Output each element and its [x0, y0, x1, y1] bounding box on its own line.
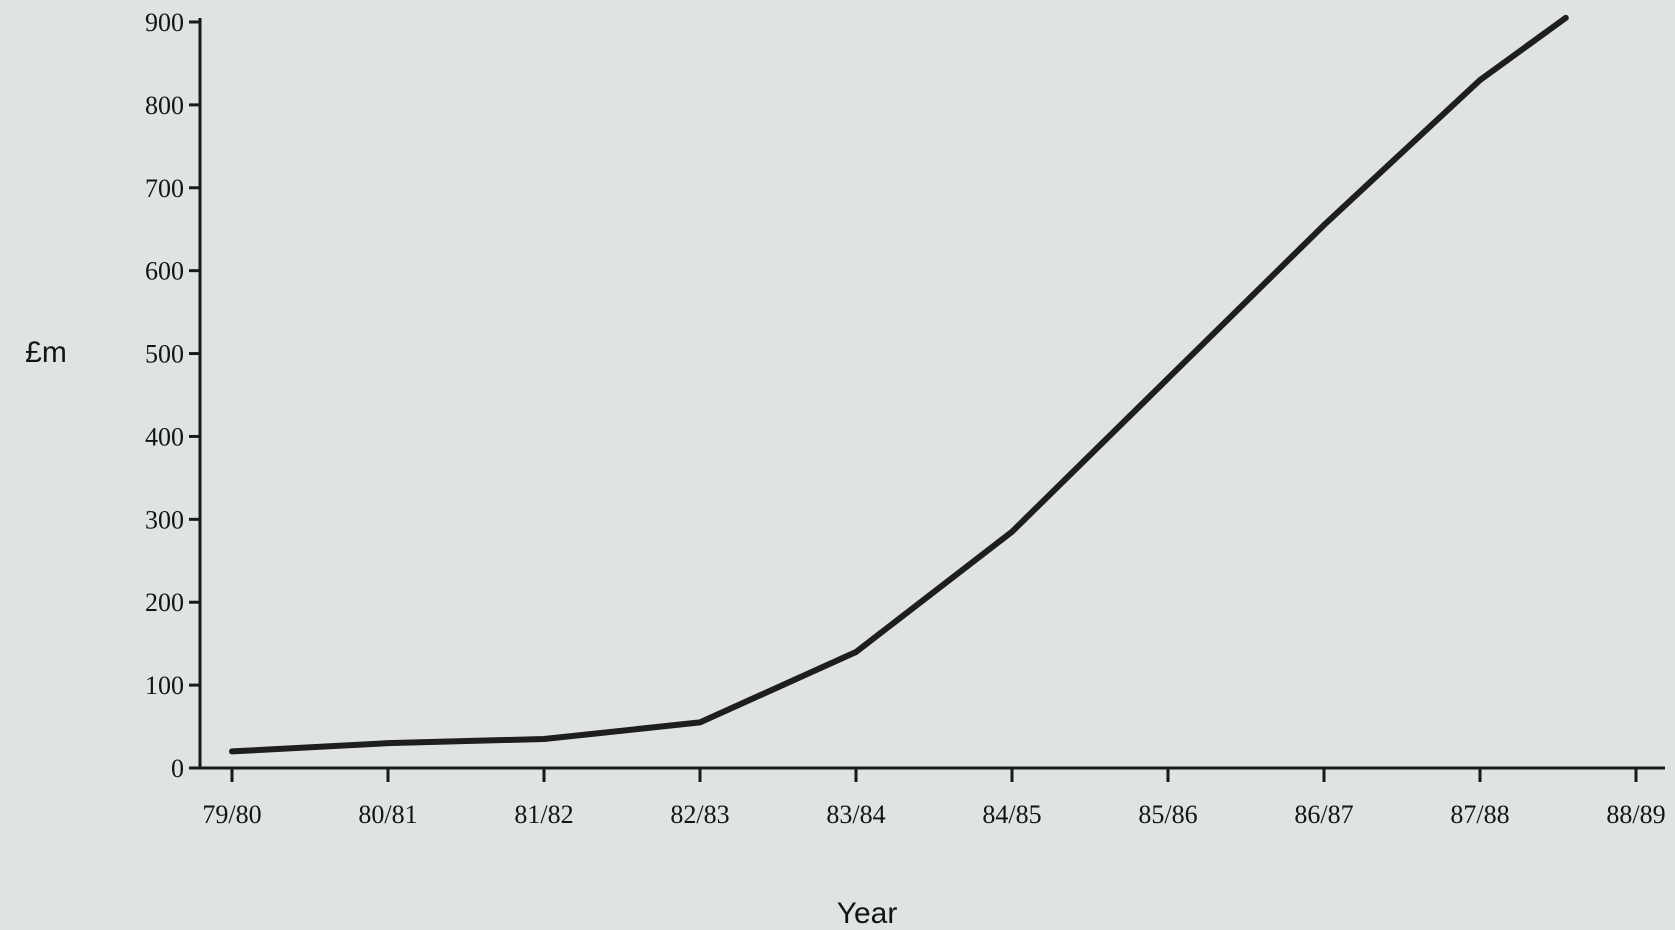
x-axis: 79/80 80/81 81/82 82/83 83/84 84/85 85/86 86/87…: [200, 766, 1666, 829]
x-tick-label: 85/86: [1138, 800, 1197, 829]
x-tick-group: 79/80 80/81 81/82 82/83 83/84 84/85 85/86 86/87…: [202, 768, 1666, 829]
y-tick-label: 700: [145, 174, 184, 203]
y-tick-label: 800: [145, 91, 184, 120]
y-axis: 0 100 200 300 400 500 600 700 800 900: [145, 8, 202, 783]
series-line: [229, 14, 1569, 755]
x-tick-label: 83/84: [826, 800, 885, 829]
x-tick-label: 81/82: [514, 800, 573, 829]
y-tick-label: 0: [171, 754, 184, 783]
y-tick-label: 600: [145, 257, 184, 286]
x-tick-label: 87/88: [1450, 800, 1509, 829]
x-tick-label: 80/81: [358, 800, 417, 829]
x-tick-label: 84/85: [982, 800, 1041, 829]
y-tick-label: 100: [145, 671, 184, 700]
y-tick-label: 500: [145, 340, 184, 369]
y-tick-label: 900: [145, 8, 184, 37]
x-tick-label: 79/80: [202, 800, 261, 829]
y-tick-group: 0 100 200 300 400 500 600 700 800 900: [145, 8, 200, 783]
x-tick-label: 86/87: [1294, 800, 1353, 829]
y-tick-label: 300: [145, 505, 184, 534]
y-axis-title: £m: [25, 336, 67, 369]
series-group: [229, 14, 1569, 755]
x-tick-label: 82/83: [670, 800, 729, 829]
x-axis-title: Year: [837, 897, 898, 930]
x-tick-label: 88/89: [1606, 800, 1665, 829]
y-tick-label: 200: [145, 588, 184, 617]
y-tick-label: 400: [145, 422, 184, 451]
